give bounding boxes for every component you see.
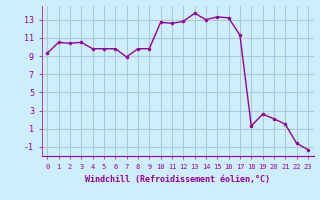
X-axis label: Windchill (Refroidissement éolien,°C): Windchill (Refroidissement éolien,°C) <box>85 175 270 184</box>
